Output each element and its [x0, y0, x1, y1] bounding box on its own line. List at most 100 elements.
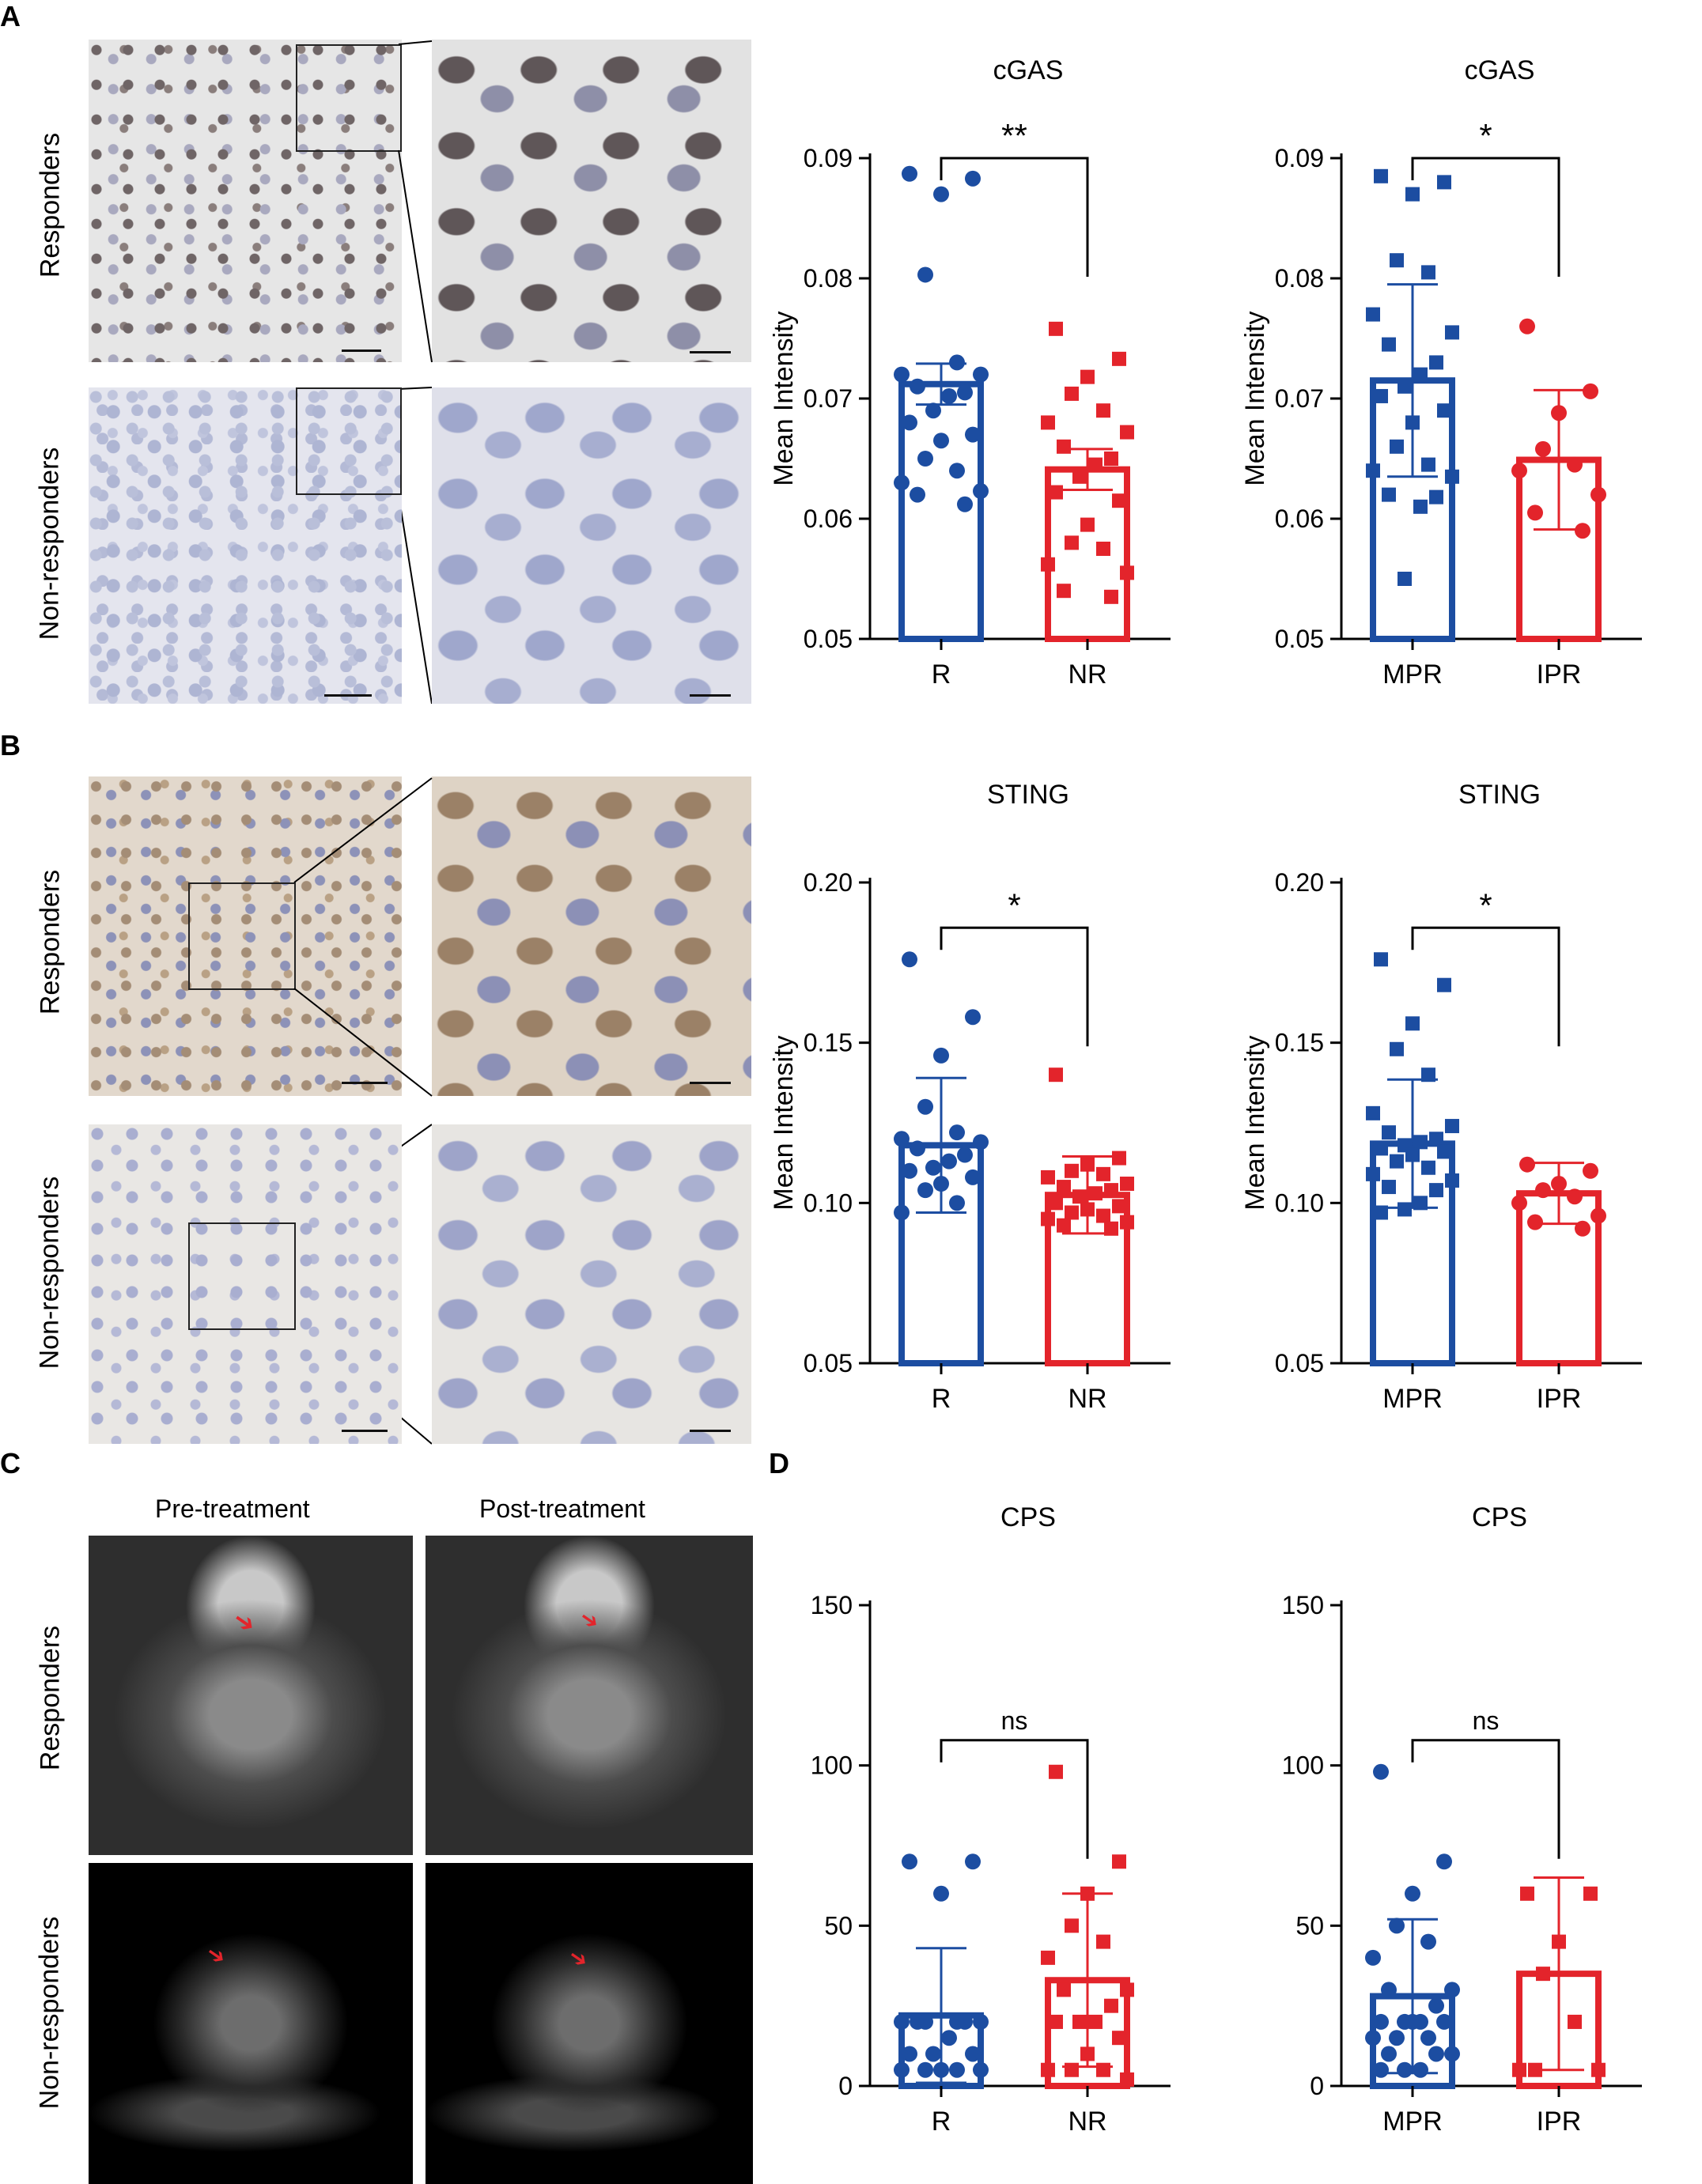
significance-label: *: [1008, 886, 1020, 924]
data-point: [894, 2013, 910, 2030]
data-point: [1405, 1147, 1420, 1162]
y-tick-label: 0.05: [1275, 1349, 1324, 1377]
y-tick-label: 0.05: [804, 1349, 853, 1377]
chart-svg: STING 0.05 0.10 0.15 0.20 Mean Intensity MPR IP…: [1240, 780, 1642, 1414]
data-point: [933, 2061, 949, 2078]
y-tick-label: 0.08: [804, 264, 853, 293]
data-point: [1112, 351, 1126, 366]
data-point: [1374, 1205, 1388, 1220]
data-point: [1519, 318, 1535, 334]
data-point: [1428, 1997, 1444, 2014]
data-point: [1373, 2061, 1389, 2078]
data-point: [894, 474, 910, 491]
significance-bracket: [1411, 1739, 1560, 1859]
chart-title: CPS: [1000, 1502, 1056, 1532]
y-tick-label: 0.09: [804, 144, 853, 172]
row-label-nonresponders-c: Non-responders: [34, 1916, 65, 2110]
histology-zoom-image: [432, 776, 751, 1096]
data-point: [1429, 1132, 1443, 1147]
data-point: [1390, 1154, 1404, 1169]
data-point: [1120, 1982, 1134, 1997]
data-point: [1519, 1156, 1535, 1173]
data-point: [1049, 1764, 1063, 1779]
data-point: [1421, 1067, 1435, 1083]
panel-letter-a: A: [0, 0, 21, 32]
data-point: [1065, 1205, 1079, 1220]
data-point: [1373, 2013, 1389, 2030]
data-point: [1104, 1998, 1118, 2013]
data-point: [1390, 439, 1404, 454]
significance-label: ns: [1473, 1706, 1500, 1735]
data-point: [1583, 1886, 1598, 1901]
data-point: [917, 266, 933, 283]
y-tick-label: 0.10: [1275, 1188, 1324, 1217]
data-point: [1390, 253, 1404, 268]
data-point: [957, 496, 973, 512]
data-point: [1072, 2014, 1087, 2029]
histology-image: [89, 776, 402, 1096]
y-tick-label: 0.09: [1275, 144, 1324, 172]
histology-zoom-image: [432, 1124, 751, 1444]
data-point: [925, 1159, 941, 1176]
data-point: [1096, 1166, 1110, 1181]
x-tick-label: MPR: [1382, 659, 1443, 690]
y-tick-label: 100: [1282, 1751, 1324, 1780]
data-point: [1049, 1067, 1063, 1083]
data-point: [965, 1009, 981, 1026]
arrow-icon: ➔: [564, 1943, 594, 1974]
data-point: [1041, 2062, 1055, 2077]
y-tick-label: 0.05: [804, 625, 853, 653]
data-point: [933, 1885, 949, 1902]
data-point: [1428, 2046, 1444, 2062]
data-point: [1421, 457, 1435, 472]
x-tick-label: IPR: [1537, 659, 1582, 690]
data-point: [1420, 2030, 1436, 2046]
column-label-post-treatment: Post-treatment: [479, 1494, 645, 1523]
panel-letter-d: D: [769, 1447, 789, 1479]
data-point: [973, 366, 989, 383]
data-point: [1575, 523, 1590, 539]
data-point: [1373, 1763, 1389, 1780]
data-point: [1413, 367, 1428, 382]
data-point: [1445, 325, 1459, 340]
x-tick-label: IPR: [1537, 2107, 1582, 2137]
data-point: [1104, 452, 1118, 466]
data-point: [1527, 504, 1543, 521]
data-point: [1398, 572, 1412, 586]
data-point: [1080, 517, 1095, 532]
x-tick-label: R: [932, 2107, 951, 2137]
data-point: [1080, 2046, 1095, 2061]
data-point: [1041, 1211, 1055, 1226]
data-point: [1429, 1183, 1443, 1198]
y-tick-label: 0.10: [804, 1188, 853, 1217]
data-point: [1536, 1967, 1550, 1982]
data-point: [917, 2061, 933, 2078]
data-point: [1445, 1119, 1459, 1134]
data-point: [1512, 2062, 1526, 2077]
data-point: [1065, 1918, 1079, 1933]
data-point: [949, 1124, 965, 1141]
data-point: [1429, 489, 1443, 504]
y-tick-label: 150: [811, 1591, 853, 1619]
data-point: [902, 951, 917, 968]
data-point: [1437, 977, 1451, 992]
y-tick-label: 150: [1282, 1591, 1324, 1619]
data-point: [1444, 2046, 1460, 2062]
chart-svg: CPS 0 50 100 150 R NR ns: [811, 1502, 1171, 2137]
data-point: [1389, 1918, 1405, 1934]
data-point: [1398, 379, 1412, 394]
arrow-icon: ➔: [228, 1604, 262, 1640]
significance-label: *: [1479, 117, 1492, 154]
data-point: [1096, 542, 1110, 556]
data-point: [1096, 2062, 1110, 2077]
data-point: [1104, 1221, 1118, 1236]
arrow-icon: ➔: [575, 1604, 605, 1635]
chart-title: CPS: [1472, 1502, 1527, 1532]
chart-cps-mpr-ipr: CPS 0 50 100 150 MPR IPR ns: [1231, 1487, 1674, 2151]
x-tick-label: R: [932, 1384, 951, 1414]
data-point: [910, 1140, 925, 1157]
x-tick-label: MPR: [1382, 2107, 1443, 2137]
data-point: [1065, 386, 1079, 401]
data-point: [1072, 1189, 1087, 1204]
mri-image: ➔: [89, 1536, 413, 1855]
